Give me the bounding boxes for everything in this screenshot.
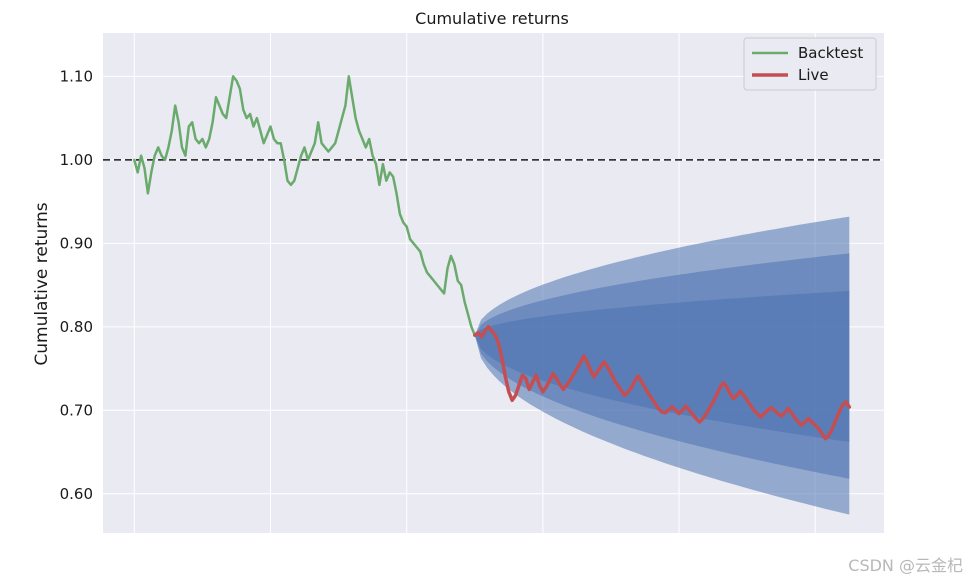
- cone-band-1-sigma: [474, 290, 850, 442]
- y-tick-labels: 0.60 0.70 0.80 0.90 1.00 1.10: [60, 67, 93, 502]
- series-line-backtest: [133, 75, 477, 337]
- legend-box: [743, 37, 877, 91]
- y-tick-label: 0.90: [60, 234, 93, 252]
- watermark: CSDN @云金杞: [848, 556, 963, 575]
- series-line-live: [473, 325, 852, 441]
- y-axis-label: Cumulative returns: [32, 202, 52, 365]
- y-tick-label: 0.60: [60, 485, 93, 503]
- y-tick-label: 0.80: [60, 318, 93, 336]
- legend-label-live: Live: [798, 66, 829, 84]
- y-tick-label: 0.70: [60, 401, 93, 419]
- chart-title: Cumulative returns: [415, 9, 569, 28]
- y-tick-label: 1.10: [60, 67, 93, 85]
- series-lines: [133, 75, 852, 441]
- y-tick-label: 1.00: [60, 151, 93, 169]
- legend: Backtest Live: [743, 37, 877, 91]
- legend-label-backtest: Backtest: [798, 44, 863, 62]
- forecast-cone: [474, 216, 850, 515]
